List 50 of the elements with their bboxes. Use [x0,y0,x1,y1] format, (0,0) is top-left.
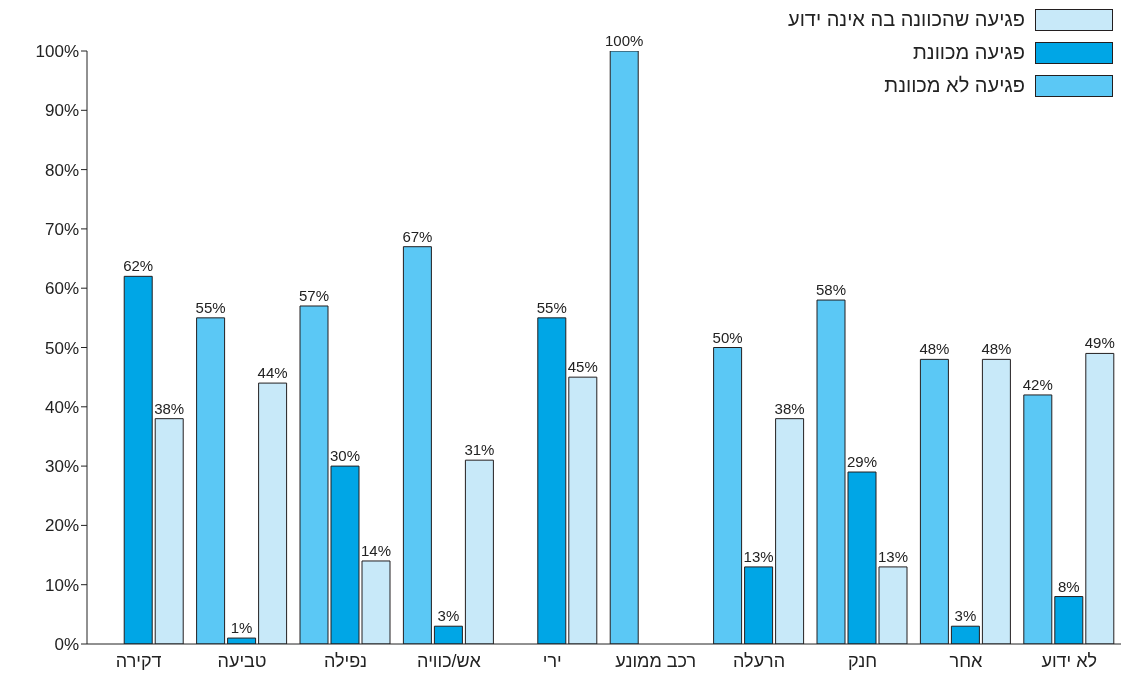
y-tick-label: 40% [44,397,79,417]
x-tick-label: אש/כוויה [417,650,482,671]
y-tick-label: 70% [44,219,79,239]
x-tick-label: נפילה [323,650,368,671]
data-label: 50% [712,328,743,346]
data-label: 3% [954,607,977,625]
y-tick-label: 50% [44,338,79,358]
data-label: 57% [298,286,330,304]
data-label: 55% [536,298,567,316]
data-label: 31% [464,441,495,459]
legend-label: פגיעה שהכוונה בה אינה ידוע [788,8,1025,31]
data-label: 44% [257,364,288,382]
data-label: 42% [1022,375,1053,393]
data-label: 48% [981,340,1012,358]
x-tick-label: חנק [847,650,878,671]
data-label: 3% [437,607,460,625]
data-label: 38% [154,399,185,417]
y-tick-label: 30% [44,457,79,477]
data-label: 100% [605,32,644,49]
data-label: 29% [846,453,878,471]
data-label: 58% [815,281,847,299]
y-tick-label: 20% [44,516,79,536]
x-tick-label: דקירה [115,650,162,671]
data-label: 8% [1057,577,1080,595]
y-tick-label: 90% [44,101,79,121]
legend-label: פגיעה מכוונת [913,41,1025,64]
data-label: 45% [567,358,598,376]
y-tick-label: 80% [44,160,79,180]
x-tick-label: אחר [949,650,983,671]
x-tick-label: הרעלה [733,650,786,671]
data-label: 30% [329,447,361,465]
data-label: 13% [877,547,909,565]
y-tick-label: 10% [44,575,79,595]
data-label: 48% [919,340,950,358]
y-tick-label: 100% [35,42,79,62]
y-tick-label: 60% [44,279,79,299]
x-tick-label: טביעה [217,650,267,671]
data-label: 55% [195,298,226,316]
x-tick-label: לא ידוע [1041,650,1098,671]
data-label: 14% [360,541,392,559]
data-label: 13% [743,547,774,565]
x-tick-label: רכב ממונע [615,650,697,671]
data-label: 67% [402,227,433,245]
legend-label: פגיעה לא מכוונת [884,74,1025,97]
data-label: 49% [1084,334,1115,352]
data-label: 38% [774,399,805,417]
y-tick-label: 0% [54,635,79,655]
data-label: 62% [123,257,154,275]
x-tick-label: ירי [542,650,562,671]
data-label: 1% [230,619,253,637]
